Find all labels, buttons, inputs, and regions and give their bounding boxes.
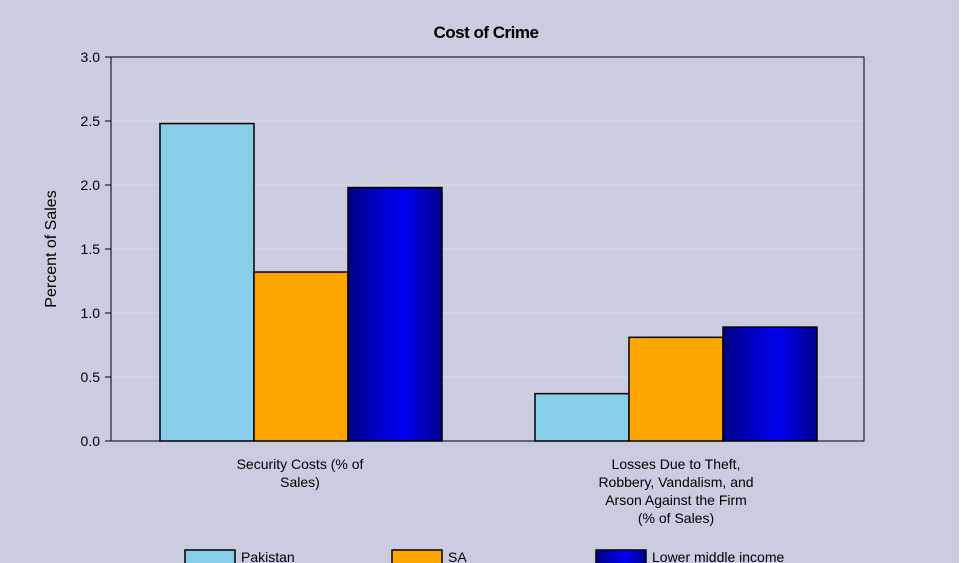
bars — [159, 122, 818, 442]
category-label-line: Losses Due to Theft, — [612, 456, 741, 472]
y-axis-label: Percent of Sales — [43, 190, 60, 307]
bar-pakistan-0 — [159, 122, 255, 442]
bar-sa-0 — [253, 271, 349, 442]
category-label-line: Sales) — [280, 474, 320, 490]
bar-sa-1 — [628, 336, 724, 442]
legend: Pakistan SA Lower middle income — [184, 549, 784, 563]
y-tick-label: 3.0 — [81, 49, 101, 65]
y-axis-ticks: 0.0 0.5 1.0 1.5 2.0 2.5 3.0 — [81, 49, 111, 449]
legend-label: Lower middle income — [652, 549, 784, 563]
x-axis-category-labels: Security Costs (% of Sales) Losses Due to … — [237, 456, 754, 526]
legend-label: Pakistan — [241, 549, 295, 563]
legend-label: SA — [448, 549, 467, 563]
category-label-line: Security Costs (% of — [237, 456, 364, 472]
category-label-line: (% of Sales) — [638, 510, 714, 526]
legend-swatch-lower-middle-income — [595, 549, 647, 563]
legend-swatch-pakistan — [184, 549, 236, 563]
y-tick-label: 0.0 — [81, 433, 101, 449]
y-tick-label: 0.5 — [81, 369, 101, 385]
y-tick-label: 2.5 — [81, 113, 101, 129]
legend-swatch-sa — [391, 549, 443, 563]
bar-pakistan-1 — [534, 392, 630, 442]
bar-lower-middle-income-0 — [347, 186, 443, 442]
category-label-line: Robbery, Vandalism, and — [598, 474, 753, 490]
y-tick-label: 2.0 — [81, 177, 101, 193]
y-tick-label: 1.5 — [81, 241, 101, 257]
chart-title: Cost of Crime — [434, 23, 539, 42]
bar-lower-middle-income-1 — [722, 326, 818, 442]
y-tick-label: 1.0 — [81, 305, 101, 321]
category-label-line: Arson Against the Firm — [605, 492, 747, 508]
